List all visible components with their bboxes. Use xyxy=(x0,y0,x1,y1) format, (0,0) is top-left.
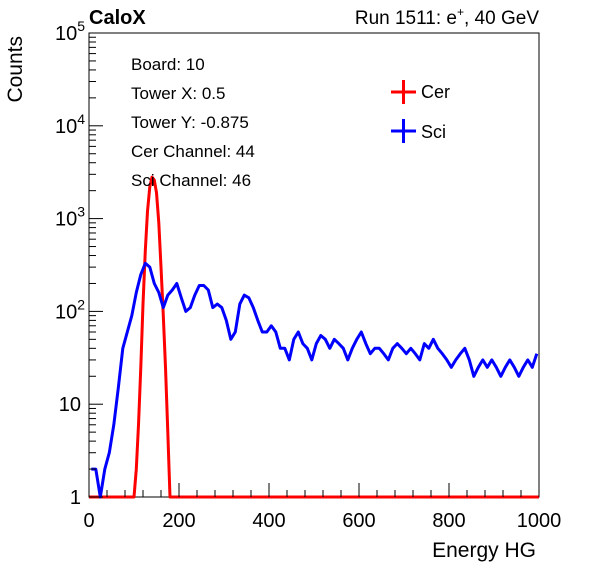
legend-label-sci: Sci xyxy=(421,122,446,142)
info-tower-x: Tower X: 0.5 xyxy=(131,84,226,103)
x-tick-label: 200 xyxy=(162,510,195,532)
experiment-label: CaloX xyxy=(89,7,146,29)
legend-item-cer: Cer xyxy=(391,80,450,104)
info-board: Board: 10 xyxy=(131,55,205,74)
info-tower-y: Tower Y: -0.875 xyxy=(131,113,249,132)
legend: Cer Sci xyxy=(391,80,450,143)
y-tick-label: 1 xyxy=(70,487,81,509)
x-tick-label: 0 xyxy=(83,510,94,532)
y-tick-label: 102 xyxy=(55,296,85,323)
legend-item-sci: Sci xyxy=(391,119,446,143)
x-tick-label: 600 xyxy=(342,510,375,532)
axis-layer: 0 200 400 600 800 1000 1 10 102 103 104 105 xyxy=(55,18,561,532)
y-tick-label: 105 xyxy=(55,18,85,45)
x-tick-label: 1000 xyxy=(517,510,562,532)
x-tick-label: 400 xyxy=(252,510,285,532)
run-label-main: Run 1511: e xyxy=(355,8,457,29)
y-tick-label: 10 xyxy=(59,394,81,416)
y-tick-label: 103 xyxy=(55,204,85,231)
y-tick-label: 104 xyxy=(55,111,85,138)
x-axis-title: Energy HG xyxy=(432,539,536,562)
run-label: Run 1511: e+, 40 GeV xyxy=(355,5,539,29)
series-line-sci xyxy=(91,261,539,499)
series-layer xyxy=(89,175,539,499)
legend-label-cer: Cer xyxy=(421,82,450,102)
x-tick-label: 800 xyxy=(432,510,465,532)
run-label-sup: + xyxy=(457,5,464,19)
run-label-energy: , 40 GeV xyxy=(464,8,539,29)
info-cer-channel: Cer Channel: 44 xyxy=(131,142,255,161)
info-sci-channel: Sci Channel: 46 xyxy=(131,171,251,190)
series-line-cer xyxy=(89,175,539,499)
y-axis-title: Counts xyxy=(4,36,27,103)
info-box: Board: 10 Tower X: 0.5 Tower Y: -0.875 C… xyxy=(131,55,255,190)
